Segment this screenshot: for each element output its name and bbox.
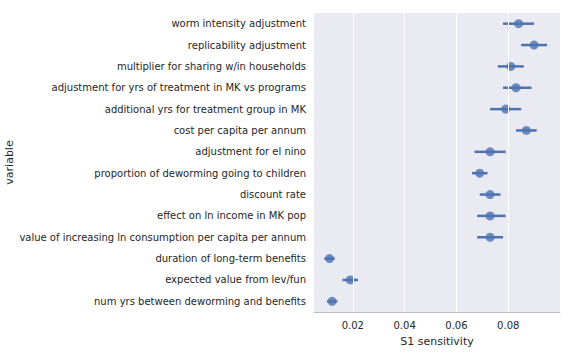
svg-text:0.08: 0.08: [497, 320, 519, 331]
svg-text:cost per capita per annum: cost per capita per annum: [174, 125, 306, 136]
svg-text:discount rate: discount rate: [240, 189, 306, 200]
svg-text:multiplier for sharing w/in ho: multiplier for sharing w/in households: [117, 61, 306, 72]
svg-text:replicability adjustment: replicability adjustment: [188, 40, 306, 51]
svg-text:num yrs between deworming and: num yrs between deworming and benefits: [94, 296, 306, 307]
svg-text:0.04: 0.04: [393, 320, 415, 331]
svg-text:adjustment for el nino: adjustment for el nino: [195, 146, 306, 157]
svg-text:effect on ln income in MK pop: effect on ln income in MK pop: [157, 210, 306, 221]
svg-text:duration of long-term benefits: duration of long-term benefits: [155, 253, 306, 264]
svg-text:S1 sensitivity: S1 sensitivity: [400, 335, 474, 348]
svg-text:0.02: 0.02: [342, 320, 364, 331]
svg-text:0.06: 0.06: [445, 320, 467, 331]
svg-text:proportion of deworming going: proportion of deworming going to childre…: [94, 168, 306, 179]
svg-text:worm intensity adjustment: worm intensity adjustment: [171, 18, 306, 29]
svg-text:variable: variable: [3, 140, 16, 185]
svg-text:additional yrs for treatment g: additional yrs for treatment group in MK: [105, 104, 307, 115]
svg-text:value of increasing ln consump: value of increasing ln consumption per c…: [19, 232, 306, 243]
svg-text:adjustment for yrs of treatmen: adjustment for yrs of treatment in MK vs…: [52, 82, 306, 93]
svg-text:expected value from lev/fun: expected value from lev/fun: [165, 274, 306, 285]
